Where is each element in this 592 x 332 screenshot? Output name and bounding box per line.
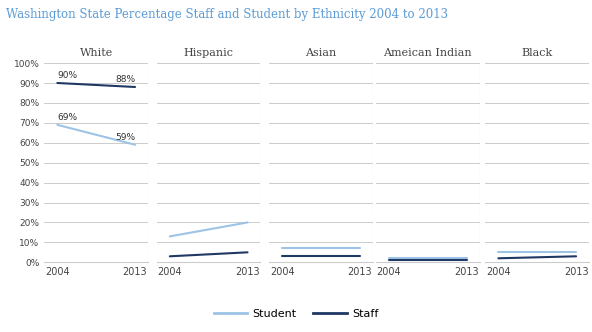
Text: Washington State Percentage Staff and Student by Ethnicity 2004 to 2013: Washington State Percentage Staff and St…: [6, 8, 448, 21]
Text: 59%: 59%: [115, 133, 135, 142]
Title: Ameican Indian: Ameican Indian: [384, 48, 472, 58]
Title: Black: Black: [522, 48, 553, 58]
Title: Hispanic: Hispanic: [184, 48, 234, 58]
Text: 69%: 69%: [57, 113, 78, 122]
Title: White: White: [79, 48, 113, 58]
Text: 88%: 88%: [115, 75, 135, 84]
Legend: Student, Staff: Student, Staff: [209, 304, 383, 323]
Text: 90%: 90%: [57, 71, 78, 80]
Title: Asian: Asian: [305, 48, 337, 58]
